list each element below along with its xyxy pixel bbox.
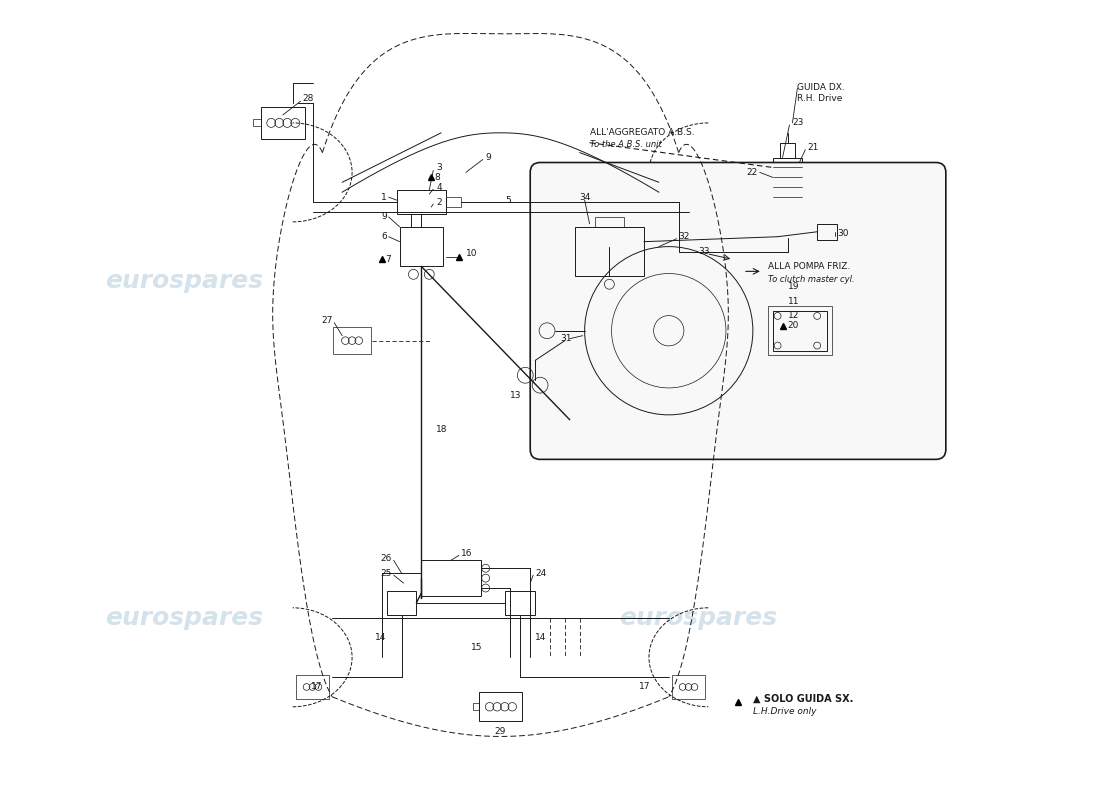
Text: 6: 6	[381, 232, 387, 242]
Text: 25: 25	[381, 569, 392, 578]
Text: 2: 2	[437, 198, 442, 206]
Text: 24: 24	[536, 569, 547, 578]
FancyBboxPatch shape	[530, 162, 946, 459]
Text: 19: 19	[788, 282, 799, 290]
Text: 13: 13	[510, 390, 521, 399]
Bar	[574, 227, 644, 276]
Text: 23: 23	[792, 118, 804, 127]
Text: 30: 30	[837, 230, 848, 238]
Text: 4: 4	[437, 182, 442, 192]
Text: 3: 3	[437, 163, 442, 172]
Text: 14: 14	[375, 633, 387, 642]
Text: eurospares: eurospares	[619, 270, 778, 294]
Bar	[296, 675, 329, 699]
Bar	[817, 224, 837, 240]
Text: To the A.B.S. unit: To the A.B.S. unit	[590, 140, 661, 149]
Text: 26: 26	[381, 554, 392, 563]
Text: 9: 9	[486, 153, 492, 162]
Bar	[421, 560, 481, 596]
Bar	[594, 217, 624, 227]
Text: 15: 15	[471, 643, 482, 652]
Text: 31: 31	[560, 334, 571, 343]
Text: 28: 28	[302, 94, 313, 102]
Text: 17: 17	[639, 682, 650, 691]
Text: 20: 20	[788, 322, 799, 330]
Text: 18: 18	[437, 425, 448, 434]
Text: ALLA POMPA FRIZ.: ALLA POMPA FRIZ.	[768, 262, 850, 271]
Text: 14: 14	[536, 633, 547, 642]
Text: 5: 5	[506, 196, 512, 205]
Bar	[253, 119, 261, 126]
Text: 27: 27	[321, 316, 332, 326]
Bar	[672, 675, 705, 699]
Text: 11: 11	[788, 297, 799, 306]
Text: 7: 7	[385, 255, 390, 264]
Text: 34: 34	[580, 193, 591, 202]
Text: 22: 22	[747, 168, 758, 177]
Text: 8: 8	[434, 173, 440, 182]
Text: 21: 21	[807, 143, 818, 152]
Text: 10: 10	[466, 249, 477, 258]
Bar	[397, 190, 447, 214]
Text: To clutch master cyl.: To clutch master cyl.	[768, 274, 855, 284]
Bar	[399, 227, 443, 266]
Bar	[780, 142, 795, 158]
Text: 32: 32	[679, 232, 690, 242]
Text: 9: 9	[381, 213, 387, 222]
Text: GUIDA DX.
R.H. Drive: GUIDA DX. R.H. Drive	[798, 83, 845, 102]
Bar	[387, 591, 417, 614]
Text: 17: 17	[311, 682, 322, 691]
Text: 12: 12	[788, 311, 799, 320]
Text: ▲ SOLO GUIDA SX.: ▲ SOLO GUIDA SX.	[752, 694, 854, 704]
Text: 29: 29	[495, 726, 506, 735]
Bar	[772, 158, 802, 227]
Bar	[506, 591, 536, 614]
Text: L.H.Drive only: L.H.Drive only	[752, 707, 816, 716]
Text: eurospares: eurospares	[619, 606, 778, 630]
Bar	[560, 202, 600, 222]
Text: eurospares: eurospares	[104, 270, 263, 294]
Bar	[333, 327, 371, 354]
Text: 33: 33	[698, 247, 710, 256]
Bar	[772, 311, 827, 350]
Bar	[480, 692, 521, 722]
Text: eurospares: eurospares	[104, 606, 263, 630]
Bar	[447, 197, 461, 207]
Bar	[768, 306, 832, 355]
Text: 1: 1	[381, 193, 387, 202]
Text: 16: 16	[461, 549, 472, 558]
Bar	[261, 107, 305, 138]
Text: ALL'AGGREGATO A.B.S.: ALL'AGGREGATO A.B.S.	[590, 128, 694, 138]
Bar	[473, 703, 480, 710]
